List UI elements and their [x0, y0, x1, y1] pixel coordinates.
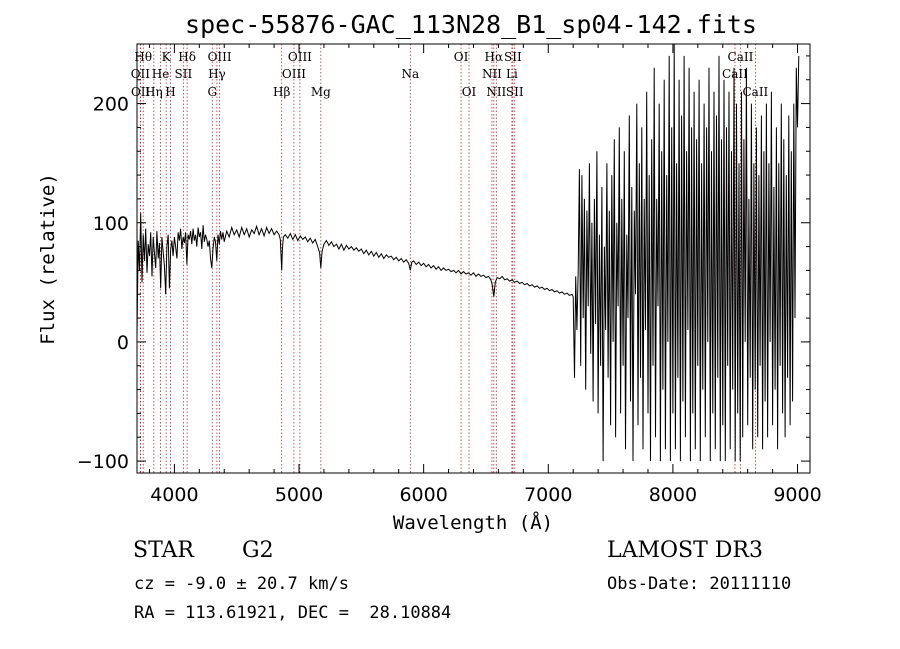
line-label-6: H [165, 85, 175, 99]
spectrum-chart: spec-55876-GAC_113N28_B1_sp04-142.fits H… [37, 10, 822, 534]
line-label-10: Hγ [208, 67, 226, 81]
y-tick-label-1: 0 [117, 332, 129, 354]
line-label-27: CaII [742, 85, 768, 99]
observation-date: Obs-Date: 20111110 [607, 574, 792, 594]
line-label-21: NII [486, 85, 506, 99]
x-tick-label-0: 4000 [150, 484, 198, 506]
y-axis-ticks: −100 0 100 200 [77, 55, 810, 473]
x-tick-label-5: 9000 [773, 484, 821, 506]
y-tick-label-3: 200 [93, 94, 129, 116]
line-label-11: OIII [208, 50, 232, 64]
y-tick-label-2: 100 [93, 213, 129, 235]
line-label-25: CaII [722, 67, 748, 81]
redshift-value: cz = -9.0 ± 20.7 km/s [134, 574, 349, 594]
line-label-14: OIII [288, 50, 312, 64]
line-label-9: G [207, 85, 217, 99]
line-label-7: SII [175, 67, 193, 81]
line-label-3: Hη [145, 85, 163, 99]
chart-title: spec-55876-GAC_113N28_B1_sp04-142.fits [185, 10, 757, 39]
survey-name: LAMOST DR3 [607, 538, 763, 563]
line-label-22: Li [506, 67, 518, 81]
line-label-8: Hδ [178, 50, 196, 64]
line-label-16: Na [401, 67, 419, 81]
line-label-5: K [162, 50, 172, 64]
line-label-0: Hθ [134, 50, 152, 64]
x-tick-label-3: 7000 [524, 484, 572, 506]
line-label-1: OII [131, 67, 151, 81]
spectrum-line [136, 43, 800, 462]
line-label-26: CaII [728, 50, 754, 64]
y-axis-label: Flux (relative) [37, 173, 59, 345]
object-subclass: G2 [242, 538, 274, 563]
line-label-19: NII [482, 67, 502, 81]
line-label-12: Hβ [273, 85, 290, 99]
line-label-24: SII [506, 85, 524, 99]
line-label-23: SII [504, 50, 522, 64]
line-label-17: OI [454, 50, 469, 64]
x-tick-label-2: 6000 [399, 484, 447, 506]
x-tick-label-4: 8000 [649, 484, 697, 506]
x-tick-label-1: 5000 [275, 484, 323, 506]
line-label-13: OIII [282, 67, 306, 81]
y-tick-label-0: −100 [77, 451, 129, 473]
x-axis-ticks: 4000 5000 6000 7000 8000 9000 [148, 44, 822, 506]
line-label-2: OII [131, 85, 151, 99]
x-axis-label: Wavelength (Å) [393, 511, 553, 534]
object-class: STAR [133, 538, 194, 563]
line-label-20: Hα [485, 50, 504, 64]
coordinates: RA = 113.61921, DEC = 28.10884 [134, 603, 452, 623]
spectral-line-labels: HθOIIOIIHηHeKHSIIHδGHγOIIIHβOIIIOIIIMgNa… [131, 50, 769, 99]
line-label-4: He [152, 67, 170, 81]
line-label-18: OI [462, 85, 477, 99]
line-label-15: Mg [311, 85, 331, 99]
